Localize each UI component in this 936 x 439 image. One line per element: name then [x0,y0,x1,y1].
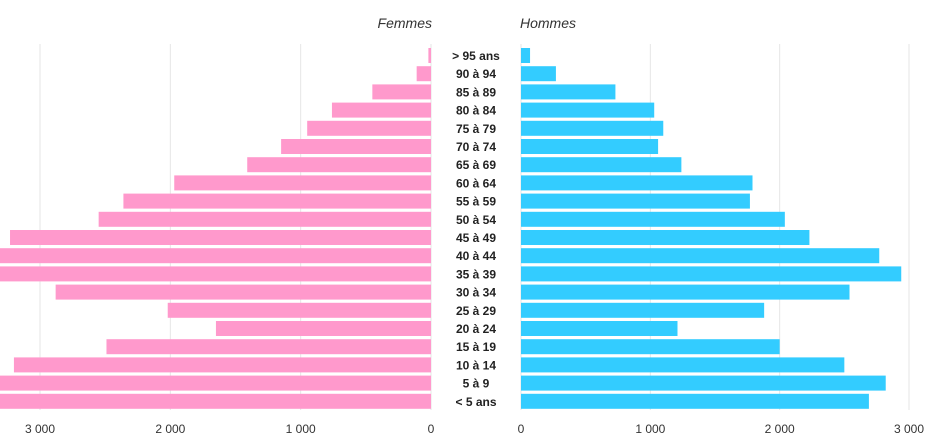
bar-femmes [307,120,431,136]
bar-hommes [521,84,616,100]
x-axis-ticks-hommes: 3 000 2 000 1 000 0 [518,422,925,436]
bar-hommes [521,230,810,245]
bar-hommes [521,157,682,173]
bar-hommes [521,139,659,154]
bar-femmes [98,211,432,227]
age-group-label: 10 à 14 [456,358,496,372]
age-group-label: 75 à 79 [456,122,496,136]
series-label-hommes: Hommes [520,15,576,31]
x-tick-label-right: 1 000 [635,422,665,436]
bar-femmes [215,321,431,336]
x-tick-label-right: 2 000 [765,422,795,436]
age-group-label: 50 à 54 [456,213,496,227]
bar-hommes [521,120,664,136]
x-tick-label-left: 2 000 [155,422,185,436]
age-group-label: 20 à 24 [456,322,496,336]
bar-femmes [247,157,431,173]
bar-femmes [372,84,431,100]
bar-femmes [123,193,431,209]
bar-femmes [174,175,431,191]
bars-femmes [0,48,432,409]
age-group-label: 5 à 9 [463,377,490,391]
bar-hommes [521,339,780,355]
bar-femmes [106,339,431,355]
x-tick-label-left: 0 [428,422,435,436]
bar-hommes [521,211,785,227]
age-group-label: 25 à 29 [456,304,496,318]
bar-hommes [521,175,753,191]
bar-hommes [521,375,886,391]
bar-hommes [521,266,902,282]
bar-femmes [428,48,431,63]
age-group-labels: < 5 ans 5 à 9 10 à 14 15 à 19 20 à 24 25 à 29… [452,49,500,409]
age-group-label: 60 à 64 [456,176,496,190]
x-tick-label-right: 3 000 [894,422,924,436]
bars-hommes [521,48,902,409]
bar-femmes [167,302,431,318]
bar-hommes [521,48,531,63]
bar-femmes [0,375,432,391]
bar-hommes [521,321,678,336]
bar-hommes [521,66,556,82]
age-group-label: < 5 ans [455,395,496,409]
age-group-label: 35 à 39 [456,267,496,281]
age-group-label: 80 à 84 [456,104,496,118]
bar-femmes [0,393,431,409]
age-group-label: 85 à 89 [456,85,496,99]
series-label-femmes: Femmes [378,15,432,31]
bar-femmes [13,357,432,373]
age-group-label: 70 à 74 [456,140,496,154]
x-tick-label-right: 0 [518,422,525,436]
bar-hommes [521,393,869,409]
bar-femmes [281,139,431,154]
bar-femmes [55,284,431,300]
bar-hommes [521,248,880,264]
x-tick-label-left: 1 000 [286,422,316,436]
age-group-label: 40 à 44 [456,249,496,263]
bar-femmes [0,266,431,282]
bar-femmes [331,102,431,118]
age-group-label: 65 à 69 [456,158,496,172]
x-axis-ticks-femmes: 3 000 2 000 1 000 0 [25,422,435,436]
x-tick-label-left: 3 000 [25,422,55,436]
bar-femmes [10,230,431,245]
bar-femmes [416,66,431,82]
bar-femmes [0,248,431,264]
bar-hommes [521,193,750,209]
age-group-label: 15 à 19 [456,340,496,354]
age-group-label: 30 à 34 [456,286,496,300]
bar-hommes [521,102,655,118]
bar-hommes [521,357,845,373]
age-group-label: 55 à 59 [456,195,496,209]
age-group-label: 90 à 94 [456,67,496,81]
age-group-label: > 95 ans [452,49,500,63]
bar-hommes [521,284,850,300]
bar-hommes [521,302,765,318]
age-group-label: 45 à 49 [456,231,496,245]
